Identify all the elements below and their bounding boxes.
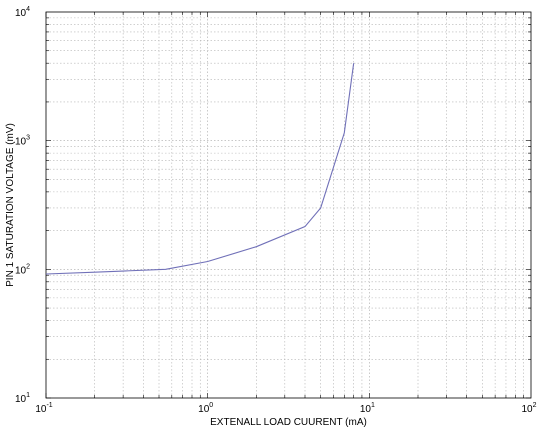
- x-tick-label: 100: [198, 402, 213, 415]
- series-line: [45, 63, 355, 275]
- y-tick-label: 104: [15, 6, 30, 19]
- y-axis-title: PIN 1 SATURATION VOLTAGE (mV): [5, 123, 16, 287]
- x-tick-label: 10-1: [35, 402, 52, 415]
- plot-area-frame: [45, 11, 532, 399]
- x-tick-labels: 10-1 100 101 102: [35, 402, 536, 415]
- y-tick-label: 103: [15, 135, 30, 148]
- x-tick-label: 101: [360, 402, 375, 415]
- grid: [46, 12, 531, 398]
- axis-ticks: [45, 12, 531, 399]
- y-tick-label: 101: [15, 392, 30, 405]
- y-tick-label: 102: [15, 263, 30, 276]
- x-axis-title: EXTENALL LOAD CUURENT (mA): [210, 417, 367, 428]
- y-tick-labels: 101 102 103 104: [15, 6, 30, 405]
- x-tick-label: 102: [521, 402, 536, 415]
